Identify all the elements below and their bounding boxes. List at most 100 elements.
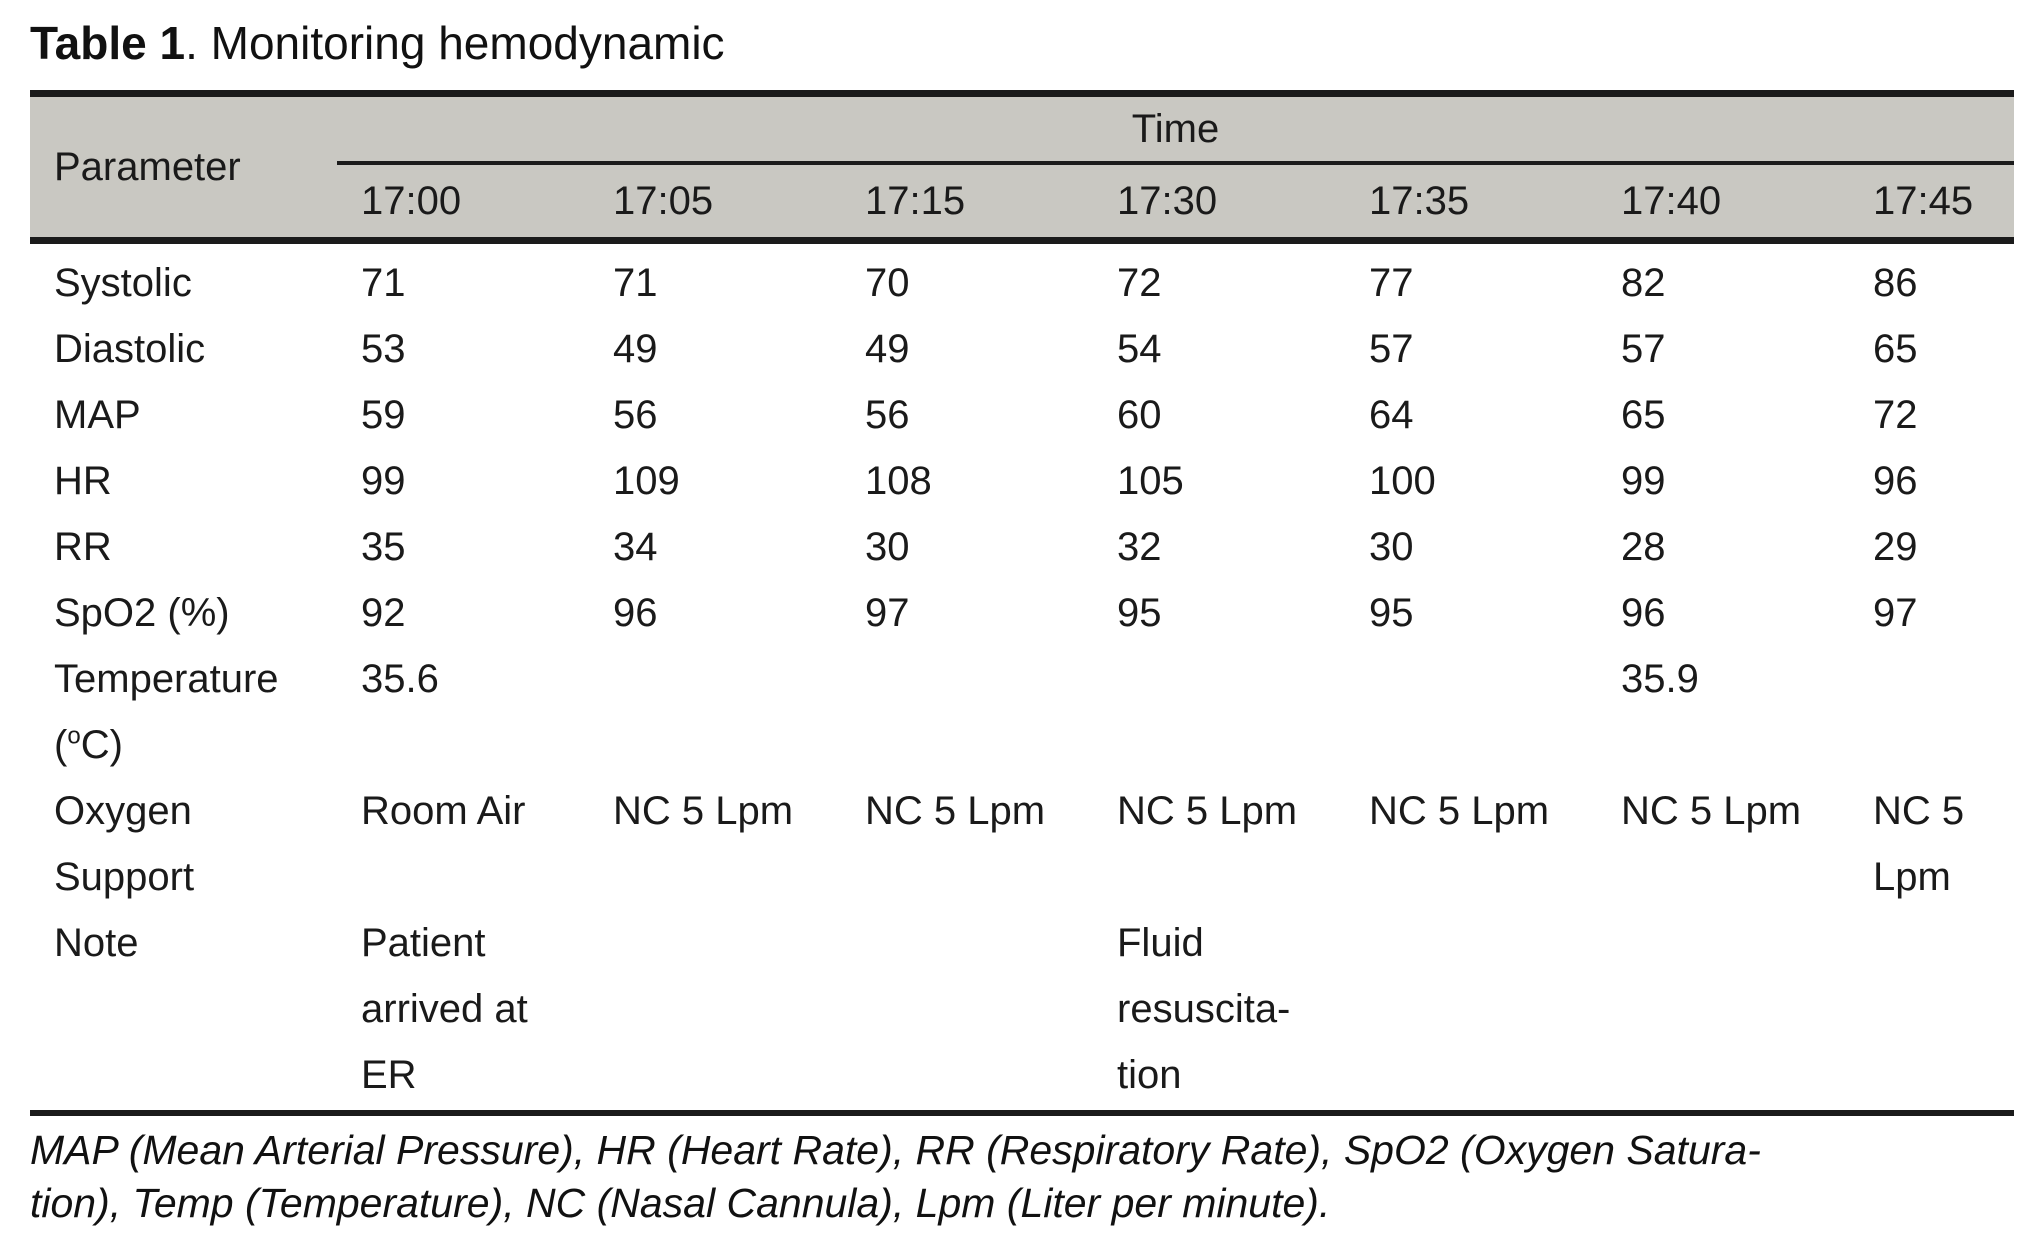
- cell-spo2-1700: 92: [361, 591, 406, 635]
- row-label-spo2: SpO2 (%): [54, 591, 230, 635]
- cell-systolic-1705: 71: [613, 261, 658, 305]
- table-row-note: Note Patient arrived at ER Fluid resuscita…: [30, 910, 2014, 1108]
- cell-oxygen-support-1735: NC 5 Lpm: [1369, 789, 1550, 833]
- cell-hr-1740: 99: [1621, 459, 1666, 503]
- cell-note-1735: [1345, 910, 1597, 1108]
- cell-map-1700: 59: [361, 393, 406, 437]
- cell-note-1715: [841, 910, 1093, 1108]
- header-time-1745: 17:45: [1873, 178, 1974, 223]
- cell-hr-1700: 99: [361, 459, 406, 503]
- table-row-temperature: Temperature (oC) 35.6 35.9: [30, 646, 2014, 778]
- header-time-1740: 17:40: [1621, 178, 1722, 223]
- table-row-hr: HR 99 109 108 105 100 99 96: [30, 448, 2014, 514]
- row-label-map: MAP: [54, 393, 141, 437]
- header-time-spanner: Time: [337, 97, 2014, 165]
- superscript-o: o: [67, 722, 81, 750]
- cell-diastolic-1705: 49: [613, 327, 658, 371]
- table-row-spo2: SpO2 (%) 92 96 97 95 95 96 97: [30, 580, 2014, 646]
- cell-rr-1715: 30: [865, 525, 910, 569]
- cell-diastolic-1745: 65: [1873, 327, 1918, 371]
- cell-oxygen-support-1740: NC 5 Lpm: [1621, 789, 1802, 833]
- cell-diastolic-1740: 57: [1621, 327, 1666, 371]
- cell-oxygen-support-1730: NC 5 Lpm: [1117, 789, 1298, 833]
- cell-temperature-1705: [589, 646, 841, 778]
- cell-rr-1700: 35: [361, 525, 406, 569]
- table-row-diastolic: Diastolic 53 49 49 54 57 57 65: [30, 316, 2014, 382]
- cell-oxygen-support-1715: NC 5 Lpm: [865, 789, 1046, 833]
- cell-diastolic-1715: 49: [865, 327, 910, 371]
- cell-hr-1730: 105: [1117, 459, 1184, 503]
- cell-note-1740: [1597, 910, 1849, 1108]
- cell-temperature-1740: 35.9: [1621, 657, 1699, 701]
- header-time-1730: 17:30: [1117, 178, 1218, 223]
- table-footnote: MAP (Mean Arterial Pressure), HR (Heart …: [30, 1127, 1761, 1226]
- row-label-oxygen-support: Oxygen Support: [54, 789, 195, 899]
- table-header: Parameter Time 17:00 17:05 17:15 17:30 17:35…: [30, 97, 2014, 244]
- header-time-1715: 17:15: [865, 178, 966, 223]
- table-row-rr: RR 35 34 30 32 30 28 29: [30, 514, 2014, 580]
- table-row-oxygen-support: Oxygen Support Room Air NC 5 Lpm NC 5 Lpm NC…: [30, 778, 2014, 910]
- cell-spo2-1745: 97: [1873, 591, 1918, 635]
- cell-systolic-1730: 72: [1117, 261, 1162, 305]
- header-parameter: Parameter: [54, 144, 241, 189]
- cell-hr-1705: 109: [613, 459, 680, 503]
- cell-map-1735: 64: [1369, 393, 1414, 437]
- header-time-1705: 17:05: [613, 178, 714, 223]
- cell-diastolic-1735: 57: [1369, 327, 1414, 371]
- cell-rr-1730: 32: [1117, 525, 1162, 569]
- cell-temperature-1715: [841, 646, 1093, 778]
- row-label-line1: Temperature: [54, 657, 279, 701]
- cell-rr-1735: 30: [1369, 525, 1414, 569]
- cell-systolic-1735: 77: [1369, 261, 1414, 305]
- cell-diastolic-1700: 53: [361, 327, 406, 371]
- cell-spo2-1705: 96: [613, 591, 658, 635]
- unit-celsius: C): [80, 723, 123, 767]
- cell-oxygen-support-1745: NC 5 Lpm: [1873, 789, 1965, 899]
- table-title-text: . Monitoring hemodynamic: [185, 17, 725, 69]
- cell-note-1730: Fluid resuscita- tion: [1117, 921, 1291, 1097]
- cell-systolic-1700: 71: [361, 261, 406, 305]
- row-label-note: Note: [54, 921, 139, 965]
- table-row-systolic: Systolic 71 71 70 72 77 82 86: [30, 250, 2014, 316]
- table-body: Systolic 71 71 70 72 77 82 86 Diastolic 53 49 49 54 5…: [30, 244, 2014, 1110]
- row-label-rr: RR: [54, 525, 112, 569]
- cell-systolic-1745: 86: [1873, 261, 1918, 305]
- cell-map-1745: 72: [1873, 393, 1918, 437]
- cell-spo2-1740: 96: [1621, 591, 1666, 635]
- cell-spo2-1730: 95: [1117, 591, 1162, 635]
- table-row-map: MAP 59 56 56 60 64 65 72: [30, 382, 2014, 448]
- cell-spo2-1715: 97: [865, 591, 910, 635]
- cell-spo2-1735: 95: [1369, 591, 1414, 635]
- cell-diastolic-1730: 54: [1117, 327, 1162, 371]
- cell-systolic-1715: 70: [865, 261, 910, 305]
- cell-note-1700: Patient arrived at ER: [361, 921, 528, 1097]
- cell-temperature-1700: 35.6: [361, 657, 439, 701]
- cell-map-1730: 60: [1117, 393, 1162, 437]
- cell-map-1715: 56: [865, 393, 910, 437]
- cell-map-1705: 56: [613, 393, 658, 437]
- cell-temperature-1735: [1345, 646, 1597, 778]
- table-number-label: Table 1: [30, 17, 186, 69]
- header-time-1700: 17:00: [361, 178, 462, 223]
- cell-note-1745: [1849, 910, 2014, 1108]
- cell-oxygen-support-1700: Room Air: [361, 789, 526, 833]
- cell-temperature-1730: [1093, 646, 1345, 778]
- cell-rr-1745: 29: [1873, 525, 1918, 569]
- header-time-1735: 17:35: [1369, 178, 1470, 223]
- cell-systolic-1740: 82: [1621, 261, 1666, 305]
- cell-rr-1705: 34: [613, 525, 658, 569]
- paren-open: (: [54, 723, 68, 767]
- cell-hr-1715: 108: [865, 459, 932, 503]
- row-label-systolic: Systolic: [54, 261, 192, 305]
- table-title: Table 1. Monitoring hemodynamic: [30, 16, 2014, 70]
- table-block: Table 1. Monitoring hemodynamic Paramete…: [30, 16, 2014, 1230]
- cell-temperature-1745: [1849, 646, 2014, 778]
- cell-hr-1735: 100: [1369, 459, 1436, 503]
- row-label-hr: HR: [54, 459, 112, 503]
- document-page: Table 1. Monitoring hemodynamic Paramete…: [0, 16, 2044, 1240]
- cell-rr-1740: 28: [1621, 525, 1666, 569]
- row-label-diastolic: Diastolic: [54, 327, 206, 371]
- cell-note-1705: [589, 910, 841, 1108]
- row-label-temperature: Temperature (oC): [30, 646, 337, 778]
- hemodynamic-table: Parameter Time 17:00 17:05 17:15 17:30 17:35…: [30, 90, 2014, 1116]
